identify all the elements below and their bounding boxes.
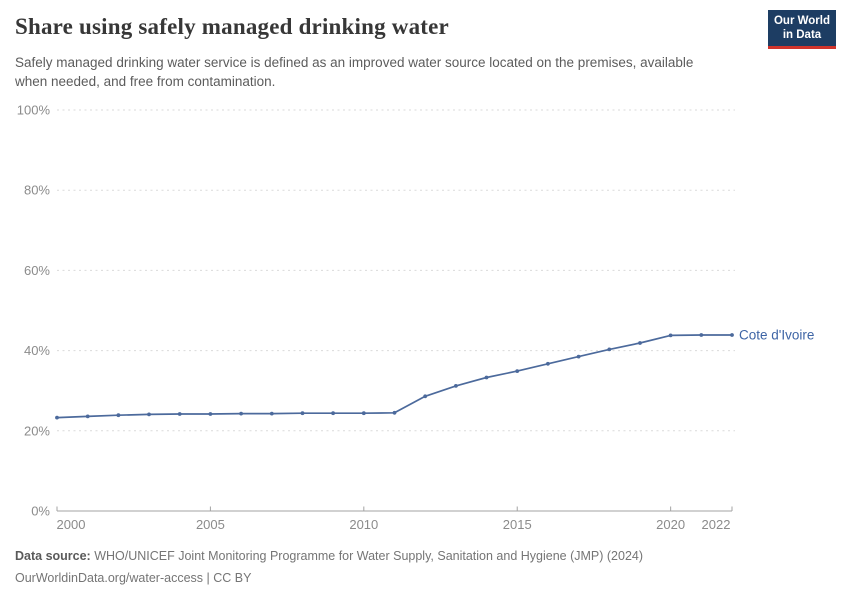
- data-point[interactable]: [208, 412, 213, 416]
- data-point[interactable]: [147, 412, 151, 417]
- x-axis-label: 2010: [349, 517, 378, 532]
- y-axis-label: 20%: [24, 423, 50, 438]
- data-point[interactable]: [269, 411, 274, 416]
- license-line: OurWorldinData.org/water-access | CC BY: [15, 570, 252, 585]
- data-point[interactable]: [576, 354, 581, 359]
- x-axis-label: 2020: [656, 517, 685, 532]
- data-point[interactable]: [392, 410, 397, 415]
- y-axis-label: 80%: [24, 183, 50, 198]
- data-point[interactable]: [607, 347, 612, 352]
- data-point[interactable]: [454, 384, 458, 388]
- data-source-line: Data source: WHO/UNICEF Joint Monitoring…: [15, 546, 643, 568]
- x-axis-label: 2022: [702, 517, 731, 532]
- data-source-text: WHO/UNICEF Joint Monitoring Programme fo…: [90, 549, 644, 563]
- series-line[interactable]: [56, 334, 733, 419]
- data-point[interactable]: [55, 415, 59, 420]
- data-point[interactable]: [546, 361, 550, 366]
- data-point[interactable]: [331, 411, 335, 416]
- data-point[interactable]: [177, 412, 182, 416]
- owid-logo-line1: Our World: [773, 14, 830, 27]
- y-axis-label: 40%: [24, 343, 50, 358]
- data-point[interactable]: [668, 333, 673, 338]
- x-axis-label: 2000: [57, 517, 86, 532]
- y-axis-label: 0%: [31, 504, 50, 519]
- x-axis-label: 2015: [503, 517, 532, 532]
- y-axis-label: 60%: [24, 263, 50, 278]
- y-axis-label: 100%: [17, 103, 51, 118]
- data-point[interactable]: [484, 375, 489, 380]
- data-point[interactable]: [239, 411, 244, 416]
- chart-title: Share using safely managed drinking wate…: [15, 14, 449, 39]
- data-point[interactable]: [638, 341, 642, 345]
- data-point[interactable]: [699, 333, 704, 337]
- data-point[interactable]: [116, 413, 121, 418]
- owid-logo[interactable]: Our World in Data: [768, 10, 836, 49]
- owid-logo-line2: in Data: [782, 29, 822, 41]
- data-point[interactable]: [300, 411, 305, 416]
- data-point[interactable]: [423, 394, 428, 399]
- data-source-label: Data source:: [15, 549, 91, 563]
- data-point[interactable]: [730, 333, 734, 337]
- chart-footer: Data source: WHO/UNICEF Joint Monitoring…: [15, 546, 643, 590]
- x-axis-label: 2005: [196, 517, 225, 532]
- data-point[interactable]: [361, 411, 366, 416]
- chart-subtitle: Safely managed drinking water service is…: [15, 55, 694, 90]
- data-point[interactable]: [85, 414, 90, 419]
- series-label[interactable]: Cote d'Ivoire: [739, 327, 814, 342]
- data-point[interactable]: [515, 369, 520, 373]
